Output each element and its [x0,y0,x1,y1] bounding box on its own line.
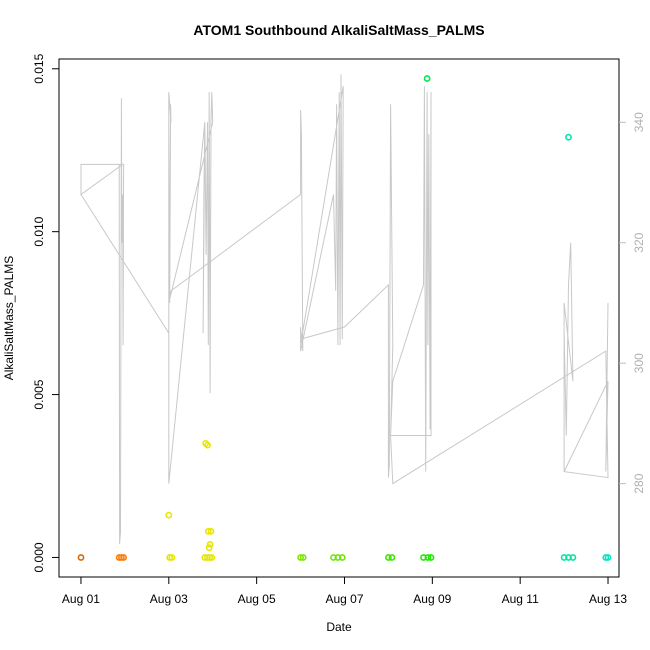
x-tick-label: Aug 03 [150,592,188,606]
x-axis-label: Date [326,620,352,634]
y-tick-label: 0.000 [32,542,46,572]
data-point [205,544,213,552]
y2-tick-label: 340 [632,112,646,132]
data-point [206,541,214,548]
data-point [168,554,176,561]
data-point [338,554,346,561]
data-point [384,554,392,561]
data-point [165,511,173,519]
data-point [77,554,85,561]
plot-frame [58,58,620,578]
altitude-line-layer [80,74,609,544]
x-tick-label: Aug 09 [413,592,451,606]
chart-title: ATOM1 Southbound AlkaliSaltMass_PALMS [193,22,484,38]
y-axis-right: 280 300 320 340 [619,112,646,494]
data-point [602,554,610,561]
data-point [565,133,572,141]
data-point [388,554,396,561]
data-point [334,554,342,561]
data-point [420,554,427,561]
x-axis: Aug 01 Aug 03 Aug 05 Aug 07 Aug 09 Aug 11 Aug … [62,577,627,606]
data-point [423,75,431,82]
data-point [299,554,307,561]
data-point [427,554,435,561]
data-point [330,554,337,561]
altitude-line [80,74,609,544]
data-point [297,554,304,561]
x-tick-label: Aug 13 [589,592,627,606]
y2-tick-label: 320 [632,232,646,252]
data-point [604,554,612,561]
y-axis-left: 0.000 0.005 0.010 0.015 [32,53,59,572]
y-tick-label: 0.015 [32,53,46,83]
y2-tick-label: 300 [632,353,646,373]
data-point [424,554,432,561]
data-point [560,554,568,561]
y-axis-label: AlkaliSaltMass_PALMS [2,256,16,381]
data-points-layer [77,75,612,561]
x-tick-label: Aug 11 [502,592,539,606]
data-point [118,554,125,561]
data-point [208,554,216,561]
x-tick-label: Aug 01 [62,592,100,606]
data-point [565,554,572,561]
y-tick-label: 0.005 [32,379,46,409]
x-tick-label: Aug 05 [238,592,276,606]
data-point [569,554,577,561]
data-point [166,554,174,561]
data-point [204,441,211,449]
x-tick-label: Aug 07 [325,592,363,606]
data-point [204,554,211,561]
data-point [207,528,215,535]
data-point [120,554,127,561]
y2-tick-label: 280 [632,473,646,493]
data-point [204,528,212,535]
y-tick-label: 0.010 [32,216,46,246]
